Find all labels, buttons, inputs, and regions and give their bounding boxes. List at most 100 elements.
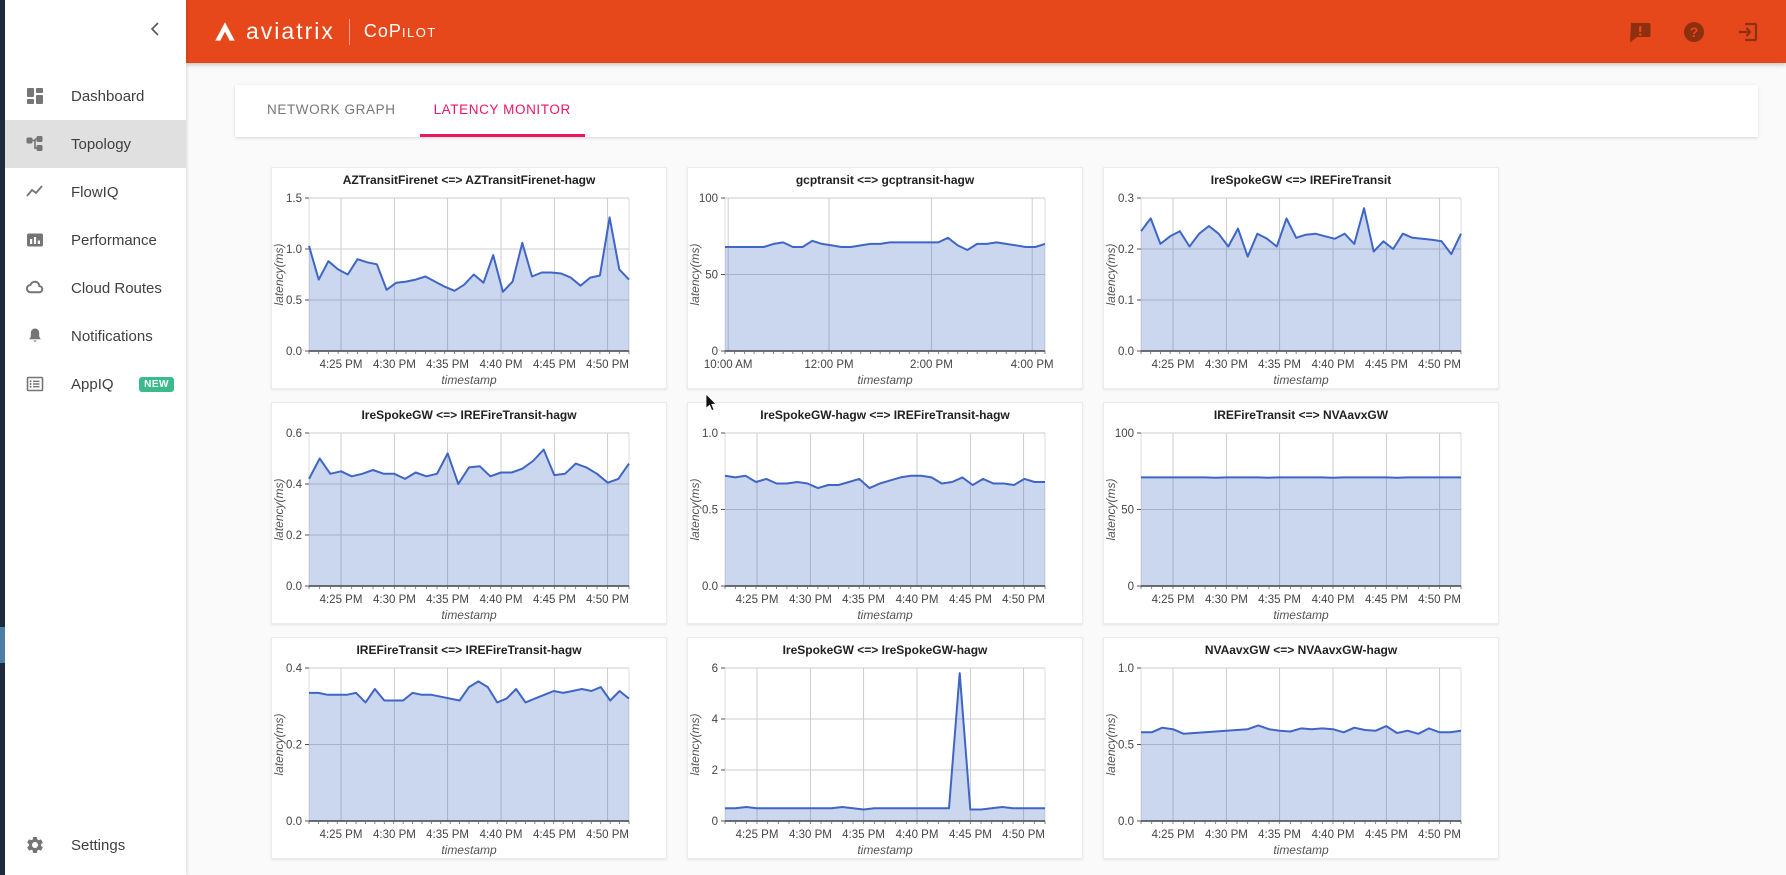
- svg-text:0.0: 0.0: [286, 816, 302, 828]
- latency-area-chart[interactable]: IreSpokeGW <=> IREFireTransit-hagw 0.0 0.2…: [272, 403, 666, 623]
- svg-text:0.0: 0.0: [286, 346, 302, 358]
- logout-icon[interactable]: [1736, 20, 1760, 44]
- sidebar-item-cloud-routes[interactable]: Cloud Routes: [5, 264, 186, 312]
- svg-text:IreSpokeGW <=> IREFireTransit: IreSpokeGW <=> IREFireTransit: [1211, 173, 1391, 187]
- svg-text:4:35 PM: 4:35 PM: [426, 359, 469, 371]
- latency-chart-card: IREFireTransit <=> IREFireTransit-hagw 0.…: [271, 637, 667, 859]
- svg-text:latency(ms): latency(ms): [688, 478, 702, 540]
- latency-area-chart[interactable]: IREFireTransit <=> IREFireTransit-hagw 0.…: [272, 638, 666, 858]
- help-icon[interactable]: ?: [1682, 20, 1706, 44]
- header-actions: ?: [1628, 20, 1760, 44]
- latency-chart-card: IreSpokeGW <=> IREFireTransit 0.0 0.1 0.2 0.…: [1103, 167, 1499, 389]
- svg-text:4:40 PM: 4:40 PM: [1312, 829, 1355, 841]
- svg-text:4:45 PM: 4:45 PM: [533, 359, 576, 371]
- sidebar-item-settings[interactable]: Settings: [5, 821, 186, 869]
- svg-text:0.0: 0.0: [702, 581, 718, 593]
- latency-area-chart[interactable]: NVAavxGW <=> NVAavxGW-hagw 0.0 0.5 1.0 4:25 …: [1104, 638, 1498, 858]
- svg-text:0.3: 0.3: [1118, 193, 1134, 205]
- sidebar-item-label: Notifications: [71, 327, 153, 345]
- sidebar-footer: Settings: [5, 821, 186, 869]
- svg-text:IREFireTransit <=> IREFireTran: IREFireTransit <=> IREFireTransit-hagw: [356, 643, 582, 657]
- brand-name: aviatrix: [246, 18, 335, 44]
- svg-text:timestamp: timestamp: [441, 608, 497, 622]
- latency-area-chart[interactable]: IreSpokeGW <=> IreSpokeGW-hagw 0 2 4 6 4:25 P…: [688, 638, 1082, 858]
- latency-chart-card: IreSpokeGW <=> IREFireTransit-hagw 0.0 0.2…: [271, 402, 667, 624]
- svg-text:4:25 PM: 4:25 PM: [320, 359, 363, 371]
- svg-text:4:45 PM: 4:45 PM: [1365, 359, 1408, 371]
- svg-text:timestamp: timestamp: [857, 373, 913, 387]
- svg-text:4:30 PM: 4:30 PM: [1205, 359, 1248, 371]
- latency-area-chart[interactable]: IREFireTransit <=> NVAavxGW 0 50 100 4:25 PM…: [1104, 403, 1498, 623]
- tab-latency-monitor[interactable]: LATENCY MONITOR: [419, 85, 585, 137]
- svg-text:?: ?: [1690, 24, 1699, 40]
- latency-area-chart[interactable]: gcptransit <=> gcptransit-hagw 0 50 100 10:0…: [688, 168, 1082, 388]
- new-badge: NEW: [139, 376, 174, 392]
- svg-text:0.1: 0.1: [1118, 295, 1134, 307]
- svg-text:0.0: 0.0: [1118, 816, 1134, 828]
- svg-text:4:30 PM: 4:30 PM: [789, 594, 832, 606]
- rail-scrollbar-thumb[interactable]: [0, 627, 5, 663]
- svg-text:latency(ms): latency(ms): [272, 478, 286, 540]
- svg-text:latency(ms): latency(ms): [688, 243, 702, 305]
- svg-text:1.5: 1.5: [286, 193, 302, 205]
- flowiq-icon: [25, 182, 45, 202]
- svg-text:4:30 PM: 4:30 PM: [373, 359, 416, 371]
- svg-text:IreSpokeGW <=> IreSpokeGW-hagw: IreSpokeGW <=> IreSpokeGW-hagw: [783, 643, 988, 657]
- sidebar-item-label: Dashboard: [71, 87, 145, 105]
- svg-text:50: 50: [705, 270, 718, 282]
- svg-text:timestamp: timestamp: [1273, 843, 1329, 857]
- chart-grid: AZTransitFirenet <=> AZTransitFirenet-ha…: [271, 167, 1499, 859]
- logo-divider: [348, 18, 350, 45]
- tab-network-graph[interactable]: NETWORK GRAPH: [267, 102, 396, 117]
- svg-text:4:25 PM: 4:25 PM: [736, 594, 779, 606]
- svg-text:4:35 PM: 4:35 PM: [1258, 359, 1301, 371]
- sidebar-item-dashboard[interactable]: Dashboard: [5, 72, 186, 120]
- settings-gear-icon: [25, 835, 45, 855]
- svg-text:4:45 PM: 4:45 PM: [1365, 594, 1408, 606]
- svg-text:timestamp: timestamp: [1273, 608, 1329, 622]
- svg-text:4:40 PM: 4:40 PM: [480, 829, 523, 841]
- svg-text:0: 0: [712, 346, 718, 358]
- aviatrix-logo: aviatrix CoPILOT: [212, 18, 437, 45]
- svg-text:4:50 PM: 4:50 PM: [586, 359, 629, 371]
- svg-text:4:45 PM: 4:45 PM: [949, 594, 992, 606]
- latency-chart-card: IreSpokeGW-hagw <=> IREFireTransit-hagw 0…: [687, 402, 1083, 624]
- sidebar-item-topology[interactable]: Topology: [5, 120, 186, 168]
- svg-text:4:40 PM: 4:40 PM: [896, 594, 939, 606]
- sidebar-collapse-button[interactable]: [144, 18, 168, 42]
- latency-chart-card: IREFireTransit <=> NVAavxGW 0 50 100 4:25 PM…: [1103, 402, 1499, 624]
- svg-text:4:45 PM: 4:45 PM: [533, 594, 576, 606]
- svg-text:4:25 PM: 4:25 PM: [1152, 594, 1195, 606]
- sidebar-item-flowiq[interactable]: FlowIQ: [5, 168, 186, 216]
- svg-text:4:50 PM: 4:50 PM: [1418, 829, 1461, 841]
- content-area: NETWORK GRAPH LATENCY MONITOR AZTransitF…: [186, 63, 1786, 875]
- svg-text:4:45 PM: 4:45 PM: [949, 829, 992, 841]
- svg-text:4:25 PM: 4:25 PM: [1152, 829, 1195, 841]
- svg-text:0: 0: [712, 816, 718, 828]
- svg-text:IreSpokeGW <=> IREFireTransit-: IreSpokeGW <=> IREFireTransit-hagw: [361, 408, 577, 422]
- main-column: aviatrix CoPILOT ?: [186, 0, 1786, 875]
- svg-text:4:50 PM: 4:50 PM: [1418, 594, 1461, 606]
- latency-area-chart[interactable]: IreSpokeGW <=> IREFireTransit 0.0 0.1 0.2 0.…: [1104, 168, 1498, 388]
- latency-chart-card: AZTransitFirenet <=> AZTransitFirenet-ha…: [271, 167, 667, 389]
- svg-text:4:35 PM: 4:35 PM: [842, 594, 885, 606]
- svg-text:4:25 PM: 4:25 PM: [320, 829, 363, 841]
- latency-area-chart[interactable]: AZTransitFirenet <=> AZTransitFirenet-ha…: [272, 168, 666, 388]
- sidebar-item-appiq[interactable]: AppIQ NEW: [5, 360, 186, 408]
- svg-text:1.0: 1.0: [1118, 663, 1134, 675]
- latency-area-chart[interactable]: IreSpokeGW-hagw <=> IREFireTransit-hagw 0…: [688, 403, 1082, 623]
- latency-chart-card: gcptransit <=> gcptransit-hagw 0 50 100 10:0…: [687, 167, 1083, 389]
- svg-text:latency(ms): latency(ms): [688, 713, 702, 775]
- alert-message-icon[interactable]: [1628, 20, 1652, 44]
- svg-text:4:30 PM: 4:30 PM: [1205, 594, 1248, 606]
- svg-text:0: 0: [1128, 581, 1134, 593]
- svg-text:latency(ms): latency(ms): [272, 713, 286, 775]
- svg-text:0.0: 0.0: [286, 581, 302, 593]
- svg-text:4:40 PM: 4:40 PM: [480, 594, 523, 606]
- svg-text:4:25 PM: 4:25 PM: [1152, 359, 1195, 371]
- sidebar-item-performance[interactable]: Performance: [5, 216, 186, 264]
- sidebar-item-notifications[interactable]: Notifications: [5, 312, 186, 360]
- sidebar-item-label: Topology: [71, 135, 132, 153]
- latency-chart-card: IreSpokeGW <=> IreSpokeGW-hagw 0 2 4 6 4:25 P…: [687, 637, 1083, 859]
